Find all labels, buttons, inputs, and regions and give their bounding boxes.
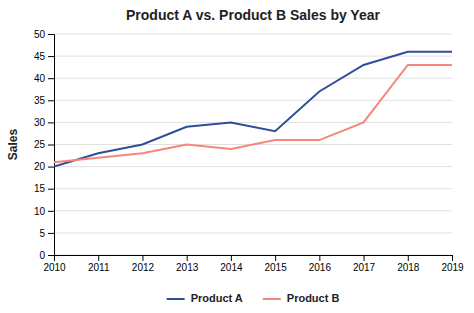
y-axis-tick-mark [48, 100, 54, 101]
y-axis-tick: 35 [34, 95, 54, 106]
x-axis-tick-mark [408, 255, 409, 261]
x-axis-tick-label: 2014 [220, 262, 243, 273]
legend-swatch [263, 298, 281, 300]
title: Product A vs. Product B Sales by Year [126, 7, 380, 23]
y-axis-tick: 5 [39, 228, 54, 239]
x-axis-tick-mark [364, 255, 365, 261]
x-axis-line [55, 256, 453, 262]
y-axis-tick-label: 45 [34, 51, 46, 62]
y-axis-title: Sales [6, 128, 20, 160]
y-axis-tick: 50 [34, 29, 54, 40]
grid-line [54, 188, 452, 189]
y-axis-tick-label: 40 [34, 73, 46, 84]
grid-line [54, 166, 452, 167]
plot: 2010201120122013201420152016201720182019… [34, 29, 464, 273]
y-axis-tick-label: 10 [34, 206, 46, 217]
series-group [54, 52, 452, 167]
x-axis-tick-label: 2017 [353, 262, 376, 273]
grid-line [54, 232, 452, 233]
y-axis-tick-mark [48, 211, 54, 212]
x-axis-tick: 2017 [353, 255, 376, 273]
x-axis-tick: 2012 [132, 255, 155, 273]
x-axis-tick-label: 2015 [264, 262, 287, 273]
grid-line [54, 122, 452, 123]
y-axis-tick: 25 [34, 139, 54, 150]
legend-label: Product A [191, 292, 243, 304]
y-axis-tick-mark [48, 122, 54, 123]
y-axis-tick-label: 25 [34, 139, 46, 150]
y-axis-tick: 30 [34, 117, 54, 128]
x-axis-tick-label: 2012 [132, 262, 155, 273]
y-axis-tick-mark [48, 233, 54, 234]
x-axis-tick: 2013 [176, 255, 199, 273]
x-axis-tick-label: 2019 [441, 262, 464, 273]
y-axis-tick-mark [48, 167, 54, 168]
x-axis-tick-mark [231, 255, 232, 261]
y-axis-tick-mark [48, 189, 54, 190]
legend-item: Product A [167, 292, 243, 304]
grid-line [54, 210, 452, 211]
grid-line [54, 78, 452, 79]
x-axis-tick-mark [187, 255, 188, 261]
x-axis-tick: 2015 [264, 255, 287, 273]
legend-swatch [167, 298, 185, 300]
x-axis-tick: 2018 [397, 255, 420, 273]
x-axis-tick-label: 2011 [88, 262, 110, 273]
x-axis-tick: 2010 [43, 255, 66, 273]
legend-label: Product B [287, 292, 340, 304]
legend: Product A Product B [167, 292, 340, 304]
x-axis: 2010 2011 2012 2013 2014 2015 2016 2017 2018 2019 [43, 255, 464, 273]
y-axis-tick: 45 [34, 51, 54, 62]
y-axis-tick-mark [48, 255, 54, 256]
y-axis-tick: 20 [34, 161, 54, 172]
y-axis-tick: 10 [34, 206, 54, 217]
y-axis: 0 5 10 15 20 25 30 35 40 45 50 [34, 29, 55, 261]
y-axis-tick-label: 0 [39, 250, 45, 261]
y-axis-tick-label: 20 [34, 161, 46, 172]
x-axis-tick-mark [275, 255, 276, 261]
legend-item: Product B [263, 292, 340, 304]
y-axis-tick-label: 35 [34, 95, 46, 106]
grid-line [54, 34, 452, 35]
grid [54, 34, 452, 255]
grid-line [54, 100, 452, 101]
y-axis-tick-label: 5 [39, 228, 45, 239]
x-axis-tick: 2019 [441, 255, 464, 273]
y-axis-tick-mark [48, 56, 54, 57]
y-axis-tick: 40 [34, 73, 54, 84]
y-axis-tick: 0 [39, 250, 54, 261]
y-axis-tick: 15 [34, 183, 54, 194]
x-axis-tick: 2016 [309, 255, 332, 273]
series-line [54, 65, 452, 162]
x-axis-tick-mark [142, 255, 143, 261]
y-axis-tick-label: 50 [34, 29, 46, 40]
x-axis-tick-label: 2016 [309, 262, 332, 273]
x-axis-tick-label: 2013 [176, 262, 199, 273]
y-axis-tick-label: 30 [34, 117, 46, 128]
x-axis-tick-label: 2010 [43, 262, 66, 273]
y-axis-tick-label: 15 [34, 183, 46, 194]
x-axis-tick: 2011 [88, 255, 110, 273]
y-axis-line [48, 35, 55, 256]
y-axis-tick-mark [48, 145, 54, 146]
y-axis-tick-mark [48, 78, 54, 79]
x-axis-tick-mark [98, 255, 99, 261]
x-axis-tick-mark [452, 255, 453, 261]
x-axis-tick-mark [319, 255, 320, 261]
x-axis-tick-label: 2018 [397, 262, 420, 273]
y-axis-tick-mark [48, 34, 54, 35]
x-axis-tick: 2014 [220, 255, 243, 273]
chart: 2010201120122013201420152016201720182019… [0, 0, 474, 313]
series-line [54, 52, 452, 167]
